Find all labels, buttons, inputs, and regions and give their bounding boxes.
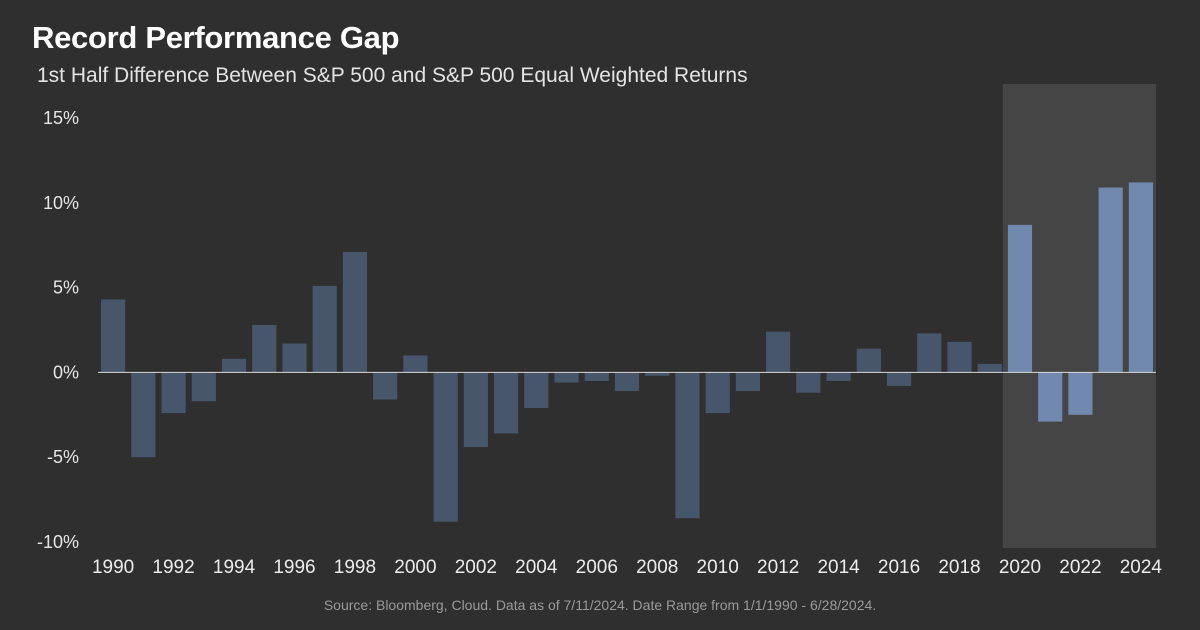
chart-title: Record Performance Gap bbox=[32, 20, 400, 55]
bar-1999 bbox=[373, 372, 398, 400]
x-tick-label: 2020 bbox=[999, 557, 1041, 578]
bar-2016 bbox=[886, 372, 912, 386]
bar-1996 bbox=[282, 343, 307, 373]
y-tick-label: -10% bbox=[37, 532, 79, 552]
bar-2010 bbox=[705, 372, 730, 414]
x-tick-label: 2012 bbox=[757, 557, 799, 578]
bar-2018 bbox=[947, 341, 972, 373]
bar-1993 bbox=[191, 372, 216, 402]
y-tick-label: 0% bbox=[53, 362, 79, 382]
bar-2013 bbox=[796, 372, 821, 393]
x-tick-label: 2016 bbox=[878, 557, 920, 578]
source-note: Source: Bloomberg, Cloud. Data as of 7/1… bbox=[323, 597, 877, 613]
x-tick-label: 1994 bbox=[213, 557, 256, 578]
bar-2008 bbox=[645, 372, 670, 376]
bar-2019 bbox=[977, 363, 1002, 373]
bar-2004 bbox=[524, 372, 549, 409]
x-tick-label: 1992 bbox=[152, 557, 194, 578]
bar-1990 bbox=[101, 299, 126, 373]
bar-2015 bbox=[856, 348, 881, 373]
bar-2011 bbox=[735, 372, 761, 392]
bar-2023 bbox=[1098, 187, 1123, 373]
bar-2012 bbox=[766, 331, 791, 373]
x-tick-label: 1996 bbox=[273, 557, 315, 578]
y-tick-label: -5% bbox=[47, 447, 79, 467]
x-tick-label: 2002 bbox=[455, 557, 497, 578]
chart-subtitle: 1st Half Difference Between S&P 500 and … bbox=[37, 64, 748, 87]
x-tick-label: 2000 bbox=[394, 557, 436, 578]
bar-1994 bbox=[221, 358, 247, 373]
bar-2001 bbox=[433, 372, 458, 522]
x-tick-label: 2010 bbox=[697, 557, 739, 578]
bar-2021 bbox=[1038, 372, 1063, 422]
y-tick-label: 15% bbox=[43, 108, 79, 128]
bar-2003 bbox=[493, 372, 519, 434]
bar-2009 bbox=[675, 372, 700, 519]
x-tick-label: 2008 bbox=[636, 557, 678, 578]
y-tick-label: 10% bbox=[43, 193, 79, 213]
bar-2017 bbox=[917, 333, 942, 373]
bar-2024 bbox=[1128, 182, 1153, 373]
bar-1997 bbox=[312, 285, 337, 373]
bar-2014 bbox=[826, 372, 851, 381]
x-tick-label: 1990 bbox=[92, 557, 134, 578]
bar-2006 bbox=[584, 372, 609, 381]
bar-2020 bbox=[1007, 224, 1033, 373]
bar-2002 bbox=[463, 372, 488, 448]
bar-1995 bbox=[252, 324, 277, 373]
bar-1991 bbox=[131, 372, 156, 458]
x-tick-label: 2022 bbox=[1059, 557, 1101, 578]
bar-1998 bbox=[342, 251, 368, 373]
bar-2005 bbox=[554, 372, 579, 383]
bar-2022 bbox=[1068, 372, 1093, 415]
x-tick-label: 2024 bbox=[1120, 557, 1163, 578]
bar-2007 bbox=[614, 372, 640, 392]
x-tick-label: 2006 bbox=[576, 557, 618, 578]
bar-1992 bbox=[161, 372, 186, 414]
x-tick-label: 1998 bbox=[334, 557, 376, 578]
y-tick-label: 5% bbox=[53, 278, 79, 298]
x-tick-label: 2018 bbox=[938, 557, 980, 578]
x-tick-label: 2014 bbox=[817, 557, 860, 578]
bar-2000 bbox=[403, 355, 428, 373]
x-tick-label: 2004 bbox=[515, 557, 558, 578]
